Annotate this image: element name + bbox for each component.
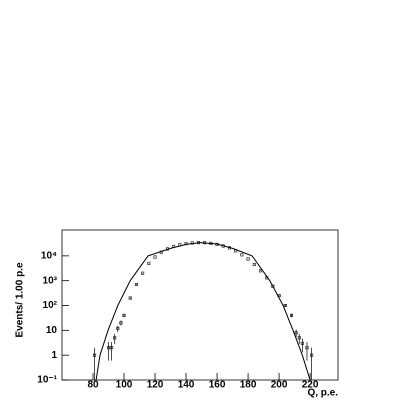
x-tick-label: 100 [116,380,133,391]
x-tick-label: 220 [302,380,319,391]
y-axis-label: Events/ 1.00 p.e [15,262,26,337]
x-tick-label: 120 [147,380,164,391]
x-axis-label: Q, p.e. [307,388,338,399]
data-point [246,257,250,261]
y-tick-label: 10³ [43,275,58,286]
data-point [116,326,120,330]
data-point [252,262,256,266]
y-tick-label: 10 [46,325,58,336]
data-point [305,346,309,350]
y-tick-label: 10⁻¹ [37,375,57,386]
data-point [141,271,145,275]
data-point [289,313,293,317]
x-tick-label: 160 [209,380,226,391]
x-tick-label: 140 [178,380,195,391]
data-point [122,313,126,317]
data-point [119,321,123,325]
y-tick-label: 10² [43,300,58,311]
data-point [294,331,298,335]
data-point [258,269,262,273]
plot-frame [61,229,339,381]
fit-line [95,242,311,380]
data-point [310,353,314,357]
data-point [128,296,132,300]
data-point [300,341,304,345]
data-point [240,253,244,257]
data-point [93,353,97,357]
data-point [297,336,301,340]
data-point [113,336,117,340]
plot-area [93,241,314,380]
data-point [110,346,114,350]
x-tick-label: 80 [87,380,99,391]
y-tick-label: 1 [51,350,57,361]
data-point [147,261,151,265]
y-tick-label: 10⁴ [41,250,57,261]
data-point [107,346,111,350]
data-point [153,255,157,259]
x-tick-label: 180 [240,380,257,391]
data-point [283,304,287,308]
data-point [134,283,138,287]
x-tick-label: 200 [271,380,288,391]
